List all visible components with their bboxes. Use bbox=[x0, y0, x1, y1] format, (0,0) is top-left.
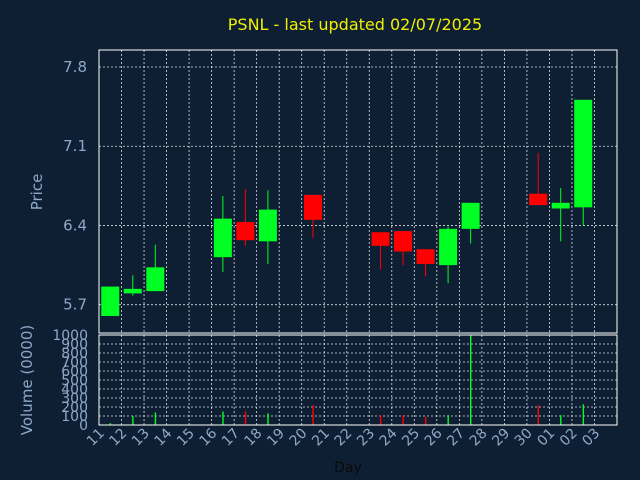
candle-body bbox=[574, 99, 593, 208]
day-tick-label: 20 bbox=[287, 426, 311, 450]
day-tick-label: 17 bbox=[219, 426, 243, 450]
candle-23 bbox=[371, 232, 390, 270]
candle-27 bbox=[461, 202, 480, 244]
price-tick-label: 7.1 bbox=[63, 137, 87, 155]
day-tick-label: 29 bbox=[489, 426, 513, 450]
candle-body bbox=[123, 288, 142, 294]
candle-25 bbox=[416, 249, 435, 277]
volume-bar-18 bbox=[267, 413, 269, 425]
volume-bar-30 bbox=[537, 405, 539, 425]
volume-tick-label: 500 bbox=[61, 373, 88, 389]
day-tick-label: 14 bbox=[151, 425, 175, 449]
candle-body bbox=[439, 228, 458, 266]
day-tick-label: 21 bbox=[309, 426, 333, 450]
price-tick-label: 5.7 bbox=[63, 296, 87, 314]
volume-tick-label: 900 bbox=[61, 337, 88, 353]
day-tick-label: 26 bbox=[422, 425, 446, 449]
candle-body bbox=[258, 209, 277, 242]
volume-bar-25 bbox=[424, 416, 427, 425]
day-tick-label: 01 bbox=[534, 426, 558, 450]
candle-body bbox=[529, 193, 548, 206]
price-axis-label: Price bbox=[28, 174, 46, 211]
volume-bar-26 bbox=[447, 415, 449, 425]
candle-26 bbox=[439, 226, 458, 284]
candle-body bbox=[551, 202, 570, 209]
volume-bar-24 bbox=[402, 415, 404, 425]
volume-bar-27 bbox=[470, 335, 472, 425]
volume-bar-01 bbox=[560, 415, 562, 425]
candle-24 bbox=[394, 231, 413, 266]
day-tick-label: 24 bbox=[377, 425, 401, 449]
candle-17 bbox=[236, 189, 255, 246]
day-tick-label: 28 bbox=[467, 426, 491, 450]
volume-bar-13 bbox=[154, 412, 157, 425]
volume-bar-12 bbox=[132, 416, 134, 425]
candle-12 bbox=[123, 275, 142, 296]
volume-tick-label: 700 bbox=[61, 355, 88, 371]
day-axis-label: Day bbox=[334, 460, 362, 476]
candle-02 bbox=[574, 99, 593, 226]
volume-axis-label: Volume (0000) bbox=[18, 325, 36, 435]
candle-body bbox=[236, 222, 255, 241]
price-tick-labels: 5.7 6.4 7.1 7.8 bbox=[63, 58, 87, 314]
day-tick-label: 27 bbox=[444, 426, 468, 450]
candle-body bbox=[146, 267, 165, 292]
candle-13 bbox=[146, 244, 165, 292]
day-tick-label: 15 bbox=[174, 426, 198, 450]
day-tick-labels: 1112131415161718192021222324252627282930… bbox=[84, 425, 603, 449]
volume-tick-label: 100 bbox=[61, 409, 88, 425]
volume-plot-frame bbox=[98, 334, 618, 426]
candle-body bbox=[101, 286, 120, 317]
day-tick-label: 18 bbox=[242, 426, 266, 450]
day-tick-label: 13 bbox=[129, 426, 153, 450]
price-plot-frame bbox=[98, 49, 618, 334]
candle-30 bbox=[529, 153, 548, 206]
price-tick-label: 7.8 bbox=[63, 58, 87, 76]
day-tick-label: 23 bbox=[354, 426, 378, 450]
candle-18 bbox=[258, 190, 277, 264]
volume-tick-label: 400 bbox=[61, 382, 88, 398]
day-tick-label: 22 bbox=[332, 426, 356, 450]
day-tick-label: 25 bbox=[399, 426, 423, 450]
day-tick-label: 12 bbox=[106, 426, 130, 450]
day-tick-label: 30 bbox=[512, 426, 536, 450]
candle-body bbox=[303, 194, 322, 220]
candle-01 bbox=[551, 188, 570, 242]
day-tick-label: 02 bbox=[557, 426, 581, 450]
candle-20 bbox=[303, 194, 322, 238]
volume-tick-label: 0 bbox=[79, 418, 88, 434]
volume-bar-16 bbox=[222, 411, 224, 425]
volume-tick-label: 200 bbox=[61, 400, 88, 416]
volume-bar-23 bbox=[379, 415, 382, 425]
day-tick-label: 16 bbox=[197, 425, 221, 449]
candle-body bbox=[371, 232, 390, 246]
price-tick-label: 6.4 bbox=[63, 216, 87, 234]
volume-bar-11 bbox=[109, 423, 112, 425]
volume-bar-17 bbox=[244, 411, 247, 425]
day-tick-label: 03 bbox=[579, 426, 603, 450]
volume-tick-label: 300 bbox=[61, 391, 88, 407]
candle-body bbox=[416, 249, 435, 264]
volume-bars bbox=[109, 335, 585, 425]
day-tick-label: 19 bbox=[264, 426, 288, 450]
volume-bar-02 bbox=[582, 404, 585, 425]
volume-tick-label: 600 bbox=[61, 364, 88, 380]
chart-title: PSNL - last updated 02/07/2025 bbox=[228, 15, 482, 34]
volume-tick-label: 1000 bbox=[52, 328, 88, 344]
price-grid bbox=[99, 50, 617, 333]
candle-body bbox=[213, 218, 232, 258]
candle-body bbox=[461, 202, 480, 229]
volume-tick-label: 800 bbox=[61, 346, 88, 362]
candle-body bbox=[394, 231, 413, 252]
candle-11 bbox=[101, 286, 120, 317]
volume-grid bbox=[99, 334, 617, 426]
candles bbox=[101, 99, 593, 317]
volume-bar-20 bbox=[312, 405, 314, 425]
candle-16 bbox=[213, 196, 232, 272]
